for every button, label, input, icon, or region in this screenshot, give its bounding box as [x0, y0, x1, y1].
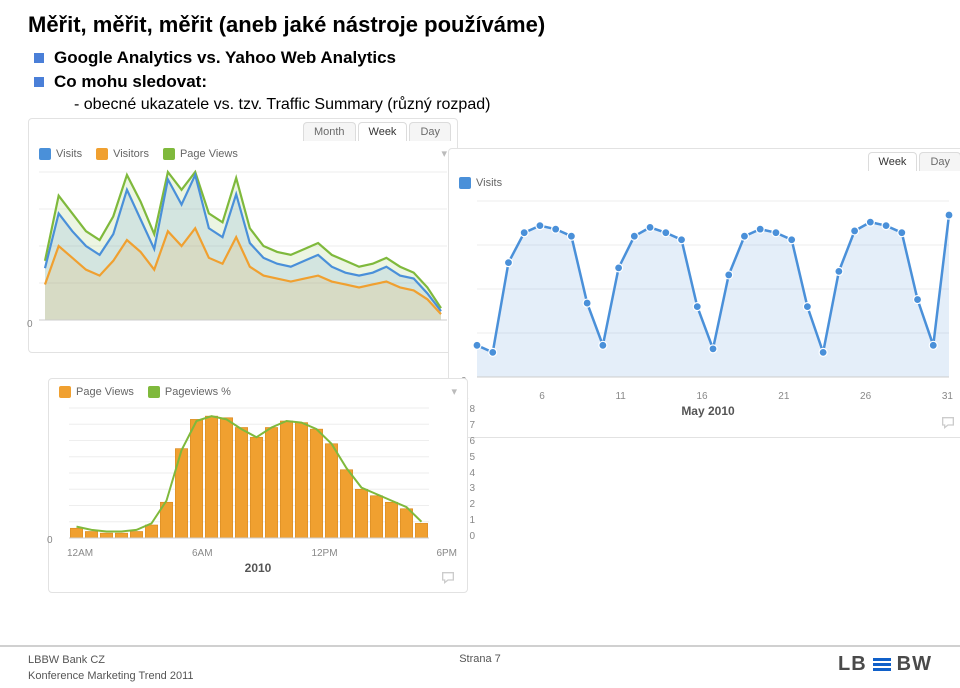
- legend-pageviews-3-label: Page Views: [76, 386, 134, 398]
- ytick: 7: [469, 420, 475, 431]
- chart1-tabs: Month Week Day: [29, 119, 457, 141]
- xtick: 21: [778, 391, 789, 402]
- chart-visits-month: Week Day Visits 0 1 6 11 16 21 26 31: [448, 148, 960, 438]
- chart2-legend: Visits: [449, 171, 960, 191]
- chart2-tabs: Week Day: [449, 149, 960, 171]
- swatch-visits: [39, 148, 51, 160]
- legend-pageviews-label: Page Views: [180, 148, 238, 160]
- logo-text-right: BW: [897, 653, 932, 676]
- footer-line2: Konference Marketing Trend 2011: [28, 669, 194, 684]
- sub-bullet-text: - obecné ukazatele vs. tzv. Traffic Summ…: [74, 96, 932, 114]
- swatch-pageviews-3: [59, 386, 71, 398]
- chart1-svg: [39, 166, 447, 326]
- chart2-xlabel: May 2010: [449, 402, 960, 418]
- xtick: 26: [860, 391, 871, 402]
- xtick: 11: [615, 391, 625, 402]
- footer-page: Strana 7: [459, 653, 501, 665]
- ytick: 8: [469, 404, 475, 415]
- footer-left: LBBW Bank CZ Konference Marketing Trend …: [28, 653, 194, 684]
- logo-text-left: LB: [838, 653, 867, 676]
- swatch-visitors: [96, 148, 108, 160]
- xtick: 6PM: [436, 548, 457, 559]
- ytick: 1: [469, 515, 475, 526]
- logo-bars-icon: [873, 658, 891, 671]
- ytick: 0: [469, 531, 475, 542]
- tab-day[interactable]: Day: [409, 122, 451, 141]
- chart3-legend: Page Views Pageviews % ▾: [49, 379, 467, 400]
- ytick: 2: [469, 499, 475, 510]
- chart2-svg: [459, 195, 957, 385]
- ytick: 6: [469, 436, 475, 447]
- chevron-down-icon[interactable]: ▾: [451, 385, 457, 398]
- bullet-marker: [34, 77, 44, 87]
- xtick: 16: [696, 391, 707, 402]
- legend-visitors-label: Visitors: [113, 148, 149, 160]
- xtick: 12AM: [67, 548, 93, 559]
- chart3-xticks: 12AM 6AM 12PM 6PM: [49, 548, 467, 559]
- chart1-yzero-left: 0: [27, 319, 33, 330]
- xtick: 31: [942, 391, 953, 402]
- chart-traffic-lines: Month Week Day Visits Visitors Page View…: [28, 118, 458, 353]
- chart3-yzero-left: 0: [47, 535, 53, 546]
- bullet-list: Google Analytics vs. Yahoo Web Analytics…: [34, 48, 932, 114]
- chart3-svg: [59, 404, 435, 542]
- legend-visitors[interactable]: Visitors: [96, 148, 149, 160]
- ytick: 3: [469, 483, 475, 494]
- bullet-2-text: Co mohu sledovat:: [54, 72, 207, 92]
- ytick: 4: [469, 468, 475, 479]
- ytick: 5: [469, 452, 475, 463]
- tab-month[interactable]: Month: [303, 122, 356, 141]
- xtick: 12PM: [311, 548, 337, 559]
- chart2-xticks: 1 6 11 16 21 26 31: [449, 391, 960, 402]
- legend-pageviews-pct-label: Pageviews %: [165, 386, 231, 398]
- bullet-marker: [34, 53, 44, 63]
- tab-day-2[interactable]: Day: [919, 152, 960, 171]
- page-title: Měřit, měřit, měřit (aneb jaké nástroje …: [28, 12, 932, 38]
- xtick: 6AM: [192, 548, 213, 559]
- xtick: 6: [539, 391, 545, 402]
- footer-line1: LBBW Bank CZ: [28, 653, 194, 668]
- bullet-1: Google Analytics vs. Yahoo Web Analytics: [34, 48, 932, 68]
- legend-pageviews[interactable]: Page Views: [163, 148, 238, 160]
- legend-visits[interactable]: Visits: [39, 148, 82, 160]
- comment-bubble-icon[interactable]: [439, 570, 457, 586]
- chart3-yticks: 8 7 6 5 4 3 2 1 0: [469, 404, 475, 542]
- swatch-visits-2: [459, 177, 471, 189]
- legend-pageviews-3[interactable]: Page Views: [59, 386, 134, 398]
- legend-visits-label: Visits: [56, 148, 82, 160]
- slide-footer: LBBW Bank CZ Konference Marketing Trend …: [0, 645, 960, 684]
- chart1-legend: Visits Visitors Page Views ▾: [29, 141, 457, 162]
- legend-visits-2-label: Visits: [476, 177, 502, 189]
- comment-bubble-icon[interactable]: [939, 415, 957, 431]
- chart-hourly-pageviews: Page Views Pageviews % ▾ 8 7 6 5 4 3 2: [48, 378, 468, 593]
- swatch-pageviews-pct: [148, 386, 160, 398]
- legend-pageviews-pct[interactable]: Pageviews %: [148, 386, 231, 398]
- lbbw-logo: LB BW: [838, 653, 932, 676]
- tab-week-2[interactable]: Week: [868, 152, 918, 171]
- tab-week[interactable]: Week: [358, 122, 408, 141]
- legend-visits-2[interactable]: Visits: [459, 177, 502, 189]
- chevron-down-icon[interactable]: ▾: [441, 147, 447, 160]
- bullet-2: Co mohu sledovat:: [34, 72, 932, 92]
- bullet-1-text: Google Analytics vs. Yahoo Web Analytics: [54, 48, 396, 68]
- swatch-pageviews: [163, 148, 175, 160]
- chart3-xlabel: 2010: [49, 559, 467, 575]
